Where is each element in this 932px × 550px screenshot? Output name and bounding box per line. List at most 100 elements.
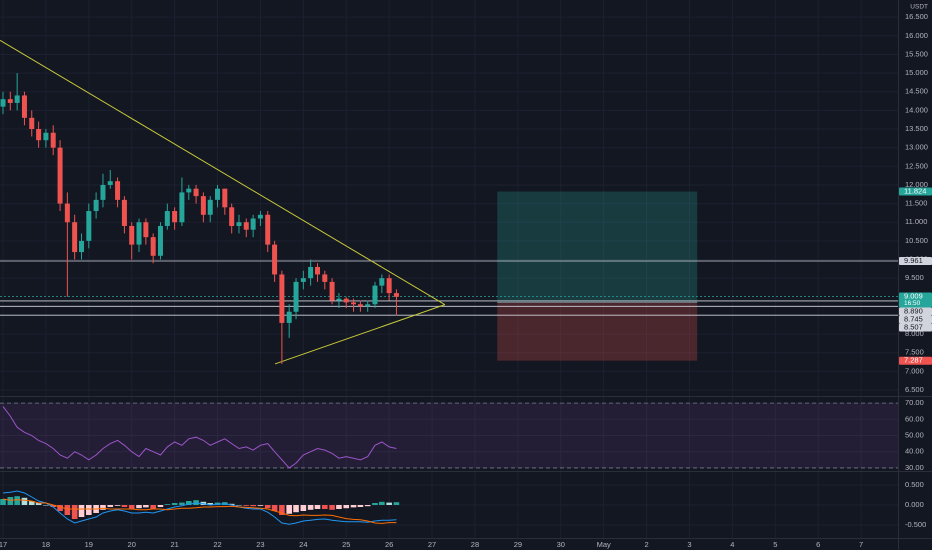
macd-histogram-bar <box>114 505 121 506</box>
x-tick-label: 28 <box>471 540 479 549</box>
x-tick-label: 19 <box>85 540 93 549</box>
macd-histogram-bar <box>143 505 149 508</box>
y-tick-label: 7.000 <box>905 366 924 375</box>
candle-body <box>293 281 299 312</box>
candle-body <box>157 225 163 256</box>
candle-body <box>143 222 149 238</box>
macd-histogram-bar <box>357 505 364 507</box>
macd-histogram-bar <box>100 505 106 510</box>
x-tick-label: May <box>597 540 611 549</box>
y-tick-label: 9.500 <box>905 273 924 282</box>
y-tick-label: 16.000 <box>905 31 928 40</box>
macd-histogram-bar <box>207 503 214 505</box>
macd-histogram-bar <box>35 503 42 505</box>
y-tick-label: 10.500 <box>905 236 928 245</box>
x-tick-label: 6 <box>816 540 820 549</box>
macd-histogram-bar <box>171 503 178 505</box>
candle-body <box>36 129 42 141</box>
position-target-zone <box>497 191 698 303</box>
macd-histogram-bar <box>14 496 20 505</box>
y-tick-label: 0.000 <box>905 500 924 509</box>
macd-histogram-bar <box>236 505 242 506</box>
candle-body <box>379 278 385 286</box>
candle-body <box>236 222 242 226</box>
candle-body <box>164 211 170 226</box>
macd-histogram-bar <box>164 504 171 505</box>
candle-body <box>43 132 49 141</box>
macd-histogram-bar <box>321 505 328 509</box>
y-tick-label: 15.500 <box>905 49 928 58</box>
main-pane <box>0 39 898 365</box>
macd-histogram-bar <box>300 505 307 511</box>
candle-body <box>329 281 335 301</box>
macd-histogram-bar <box>86 505 92 515</box>
y-tick-label: 15.000 <box>905 68 928 77</box>
macd-histogram-bar <box>50 505 57 507</box>
macd-histogram-bar <box>336 505 342 509</box>
candle-body <box>107 181 113 185</box>
macd-histogram-bar <box>271 505 278 511</box>
price-tag-label: 8.745 <box>904 314 923 323</box>
macd-histogram-bar <box>78 505 85 517</box>
macd-histogram-bar <box>43 505 49 506</box>
macd-histogram-bar <box>279 505 285 515</box>
macd-histogram-bar <box>179 502 185 505</box>
macd-histogram-bar <box>386 502 392 505</box>
x-tick-label: 4 <box>730 540 734 549</box>
price-tag <box>899 356 932 365</box>
macd-histogram-bar <box>243 505 250 506</box>
macd-histogram-bar <box>57 505 63 511</box>
y-tick-label: 14.500 <box>905 87 928 96</box>
x-tick-label: 2 <box>644 540 648 549</box>
rsi-band <box>0 403 898 468</box>
candle-body <box>393 293 399 297</box>
y-tick-label: 0.500 <box>905 480 924 489</box>
price-tag <box>899 292 932 308</box>
macd-histogram-bar <box>364 505 371 507</box>
price-tag <box>899 256 932 265</box>
price-tag-label: 8.890 <box>904 306 923 315</box>
y-tick-label: 11.500 <box>905 199 927 208</box>
macd-line <box>2 490 397 525</box>
candle-body <box>79 240 85 253</box>
candle-body <box>250 218 256 230</box>
price-tag <box>899 307 932 316</box>
x-tick-label: 7 <box>859 540 863 549</box>
candle-body <box>0 99 6 107</box>
macd-histogram-bar <box>343 505 350 509</box>
macd-histogram-bar <box>264 505 271 509</box>
candle-body <box>314 266 320 275</box>
macd-histogram-bar <box>136 505 142 509</box>
x-tick-label: 17 <box>0 540 7 549</box>
x-tick-label: 26 <box>385 540 393 549</box>
candle-body <box>243 222 249 230</box>
macd-histogram-bar <box>28 501 35 505</box>
candle-body <box>343 298 349 303</box>
candle-body <box>272 244 278 275</box>
candle-body <box>57 147 63 204</box>
x-tick-label: 27 <box>428 540 436 549</box>
candle-body <box>215 188 221 200</box>
macd-histogram-bar <box>257 505 264 506</box>
y-tick-label: 16.500 <box>905 12 928 21</box>
macd-histogram-bar <box>21 497 28 505</box>
macd-histogram-bar <box>64 505 71 515</box>
candle-body <box>7 99 13 103</box>
y-tick-label: 12.500 <box>905 161 928 170</box>
x-tick-label: 22 <box>213 540 221 549</box>
y-tick-label: 70.00 <box>905 398 924 407</box>
price-tag <box>899 315 932 324</box>
candle-body <box>136 222 142 245</box>
rsi-line <box>2 406 397 469</box>
x-tick-label: 24 <box>299 540 307 549</box>
price-tag-label: 9.961 <box>904 256 923 265</box>
candle-body <box>14 95 20 103</box>
x-tick-label: 23 <box>256 540 264 549</box>
candle-body <box>129 225 135 245</box>
x-tick-label: 5 <box>773 540 777 549</box>
y-tick-label: 7.500 <box>905 348 924 357</box>
macd-histogram-bar <box>71 505 78 519</box>
candle-body <box>172 211 178 223</box>
signal-line <box>2 498 397 524</box>
